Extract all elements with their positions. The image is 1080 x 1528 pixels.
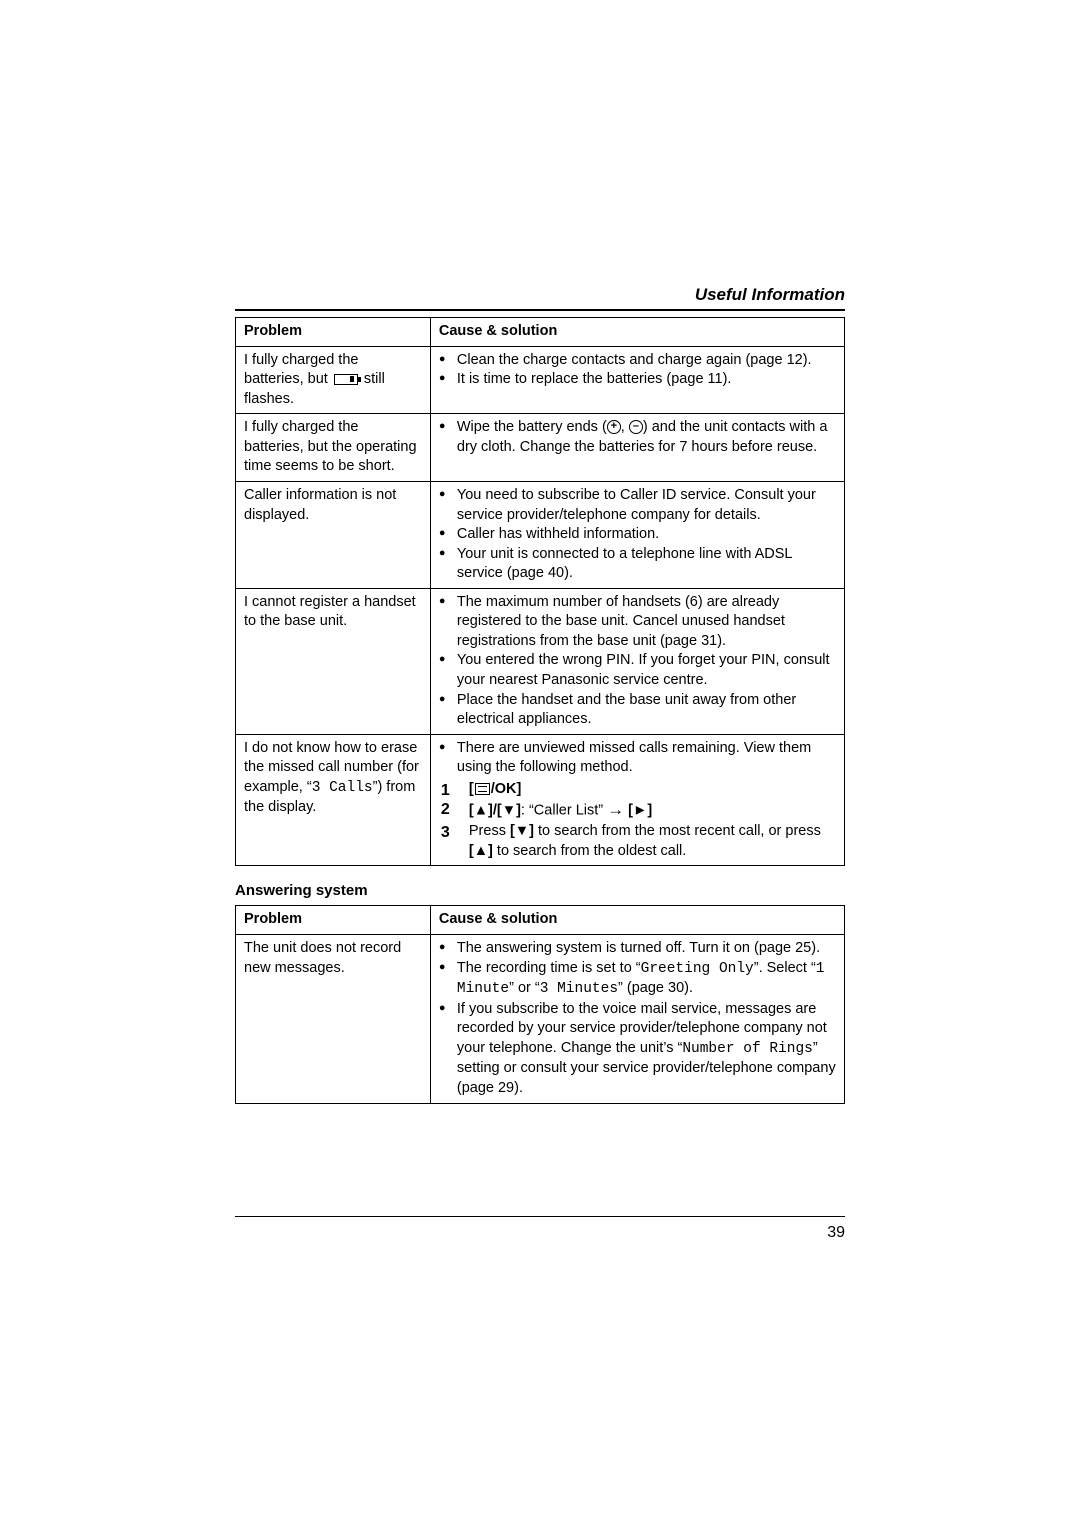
key-text: [▲]	[469, 843, 493, 859]
text: ,	[621, 419, 629, 435]
text: ”. Select “	[754, 960, 816, 976]
arrow-right-icon: →	[607, 800, 624, 819]
text: : “Caller List”	[521, 803, 607, 819]
subheading-answering-system: Answering system	[235, 882, 845, 899]
page-number: 39	[827, 1224, 845, 1242]
problem-cell: I fully charged the batteries, but the o…	[236, 414, 431, 482]
col-problem: Problem	[236, 906, 431, 935]
problem-cell: I do not know how to erase the missed ca…	[236, 734, 431, 866]
battery-icon	[334, 374, 358, 385]
cause-cell: There are unviewed missed calls remainin…	[430, 734, 844, 866]
cause-cell: The answering system is turned off. Turn…	[430, 935, 844, 1104]
cause-item: There are unviewed missed calls remainin…	[453, 739, 836, 778]
cause-item: Caller has withheld information.	[453, 525, 836, 545]
footer-rule	[235, 1216, 845, 1217]
cause-item: You need to subscribe to Caller ID servi…	[453, 486, 836, 525]
text: ” (page 30).	[618, 980, 693, 996]
cause-item: Wipe the battery ends (+, –) and the uni…	[453, 418, 836, 457]
cause-item: Clean the charge contacts and charge aga…	[453, 351, 836, 371]
step-list: [/OK] [▲]/[▼]: “Caller List” → [►] Press…	[439, 780, 836, 862]
step-item: [/OK]	[469, 780, 836, 800]
key-text: [►]	[624, 803, 652, 819]
cause-item: Place the handset and the base unit away…	[453, 691, 836, 730]
text: to search from the most recent call, or …	[534, 823, 821, 839]
mono-text: 3 Minutes	[540, 981, 618, 997]
text: Press	[469, 823, 510, 839]
plus-icon: +	[607, 420, 621, 434]
table-row: I fully charged the batteries, but the o…	[236, 414, 845, 482]
cause-item: You entered the wrong PIN. If you forget…	[453, 651, 836, 690]
table-row: The unit does not record new messages. T…	[236, 935, 845, 1104]
text: ” or “	[509, 980, 540, 996]
step-item: [▲]/[▼]: “Caller List” → [►]	[469, 799, 836, 822]
table-row: I cannot register a handset to the base …	[236, 588, 845, 734]
text: to search from the oldest call.	[493, 843, 686, 859]
problem-cell: I cannot register a handset to the base …	[236, 588, 431, 734]
problem-cell: Caller information is not displayed.	[236, 481, 431, 588]
col-problem: Problem	[236, 318, 431, 347]
text: /OK	[491, 781, 517, 797]
col-cause: Cause & solution	[430, 906, 844, 935]
cause-item: The answering system is turned off. Turn…	[453, 939, 836, 959]
table-row: Caller information is not displayed. You…	[236, 481, 845, 588]
problem-cell: The unit does not record new messages.	[236, 935, 431, 1104]
cause-item: If you subscribe to the voice mail servi…	[453, 1000, 836, 1099]
col-cause: Cause & solution	[430, 318, 844, 347]
step-item: Press [▼] to search from the most recent…	[469, 822, 836, 861]
troubleshooting-table-2: Problem Cause & solution The unit does n…	[235, 905, 845, 1103]
text: Wipe the battery ends (	[457, 419, 607, 435]
table-row: I do not know how to erase the missed ca…	[236, 734, 845, 866]
cause-item: The maximum number of handsets (6) are a…	[453, 593, 836, 652]
mono-text: 3 Calls	[312, 780, 373, 796]
key-text: [▼]	[510, 823, 534, 839]
table-row: I fully charged the batteries, but still…	[236, 346, 845, 414]
cause-item: It is time to replace the batteries (pag…	[453, 370, 836, 390]
minus-icon: –	[629, 420, 643, 434]
menu-icon	[475, 783, 490, 795]
table-header-row: Problem Cause & solution	[236, 906, 845, 935]
problem-cell: I fully charged the batteries, but still…	[236, 346, 431, 414]
cause-item: Your unit is connected to a telephone li…	[453, 545, 836, 584]
cause-item: The recording time is set to “Greeting O…	[453, 959, 836, 1000]
troubleshooting-table-1: Problem Cause & solution I fully charged…	[235, 317, 845, 866]
cause-cell: Clean the charge contacts and charge aga…	[430, 346, 844, 414]
cause-cell: The maximum number of handsets (6) are a…	[430, 588, 844, 734]
table-header-row: Problem Cause & solution	[236, 318, 845, 347]
mono-text: Number of Rings	[682, 1041, 813, 1057]
page: Useful Information Problem Cause & solut…	[0, 0, 1080, 1528]
text: The recording time is set to “	[457, 960, 641, 976]
cause-cell: You need to subscribe to Caller ID servi…	[430, 481, 844, 588]
mono-text: Greeting Only	[641, 961, 754, 977]
section-header: Useful Information	[235, 285, 845, 305]
key-text: [▲]/[▼]	[469, 803, 521, 819]
header-rule	[235, 309, 845, 311]
cause-cell: Wipe the battery ends (+, –) and the uni…	[430, 414, 844, 482]
